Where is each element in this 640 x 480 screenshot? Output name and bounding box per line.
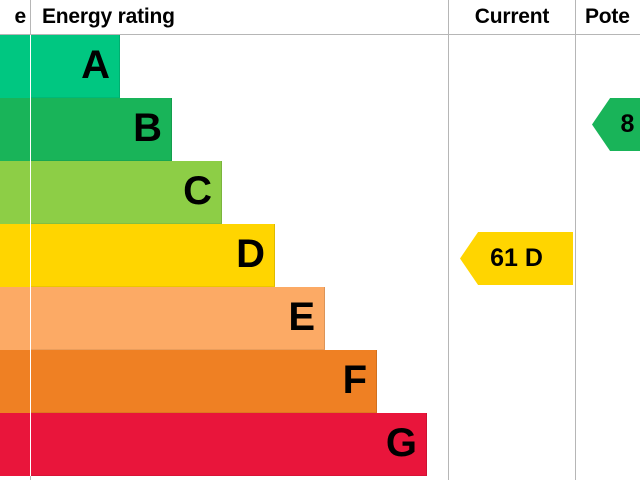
- band-score-range-g: [0, 413, 30, 476]
- band-score-range-f: 8: [0, 350, 30, 413]
- header-energy-rating-column: Energy rating: [42, 5, 175, 28]
- band-letter-f: F: [342, 358, 367, 403]
- column-divider-potential: [575, 0, 576, 480]
- chart-header-row: e Energy rating Current Pote: [0, 0, 640, 34]
- band-bar-f: F: [31, 350, 377, 413]
- column-divider-current: [448, 0, 449, 480]
- band-row-background: [377, 350, 448, 413]
- current-rating-arrow: 61 D: [460, 232, 573, 285]
- energy-band-row-g: G: [0, 413, 448, 476]
- band-score-range-d: 8: [0, 224, 30, 287]
- band-letter-b: B: [133, 106, 162, 151]
- band-bar-d: D: [31, 224, 275, 287]
- band-letter-e: E: [288, 295, 315, 340]
- band-row-background: [172, 98, 448, 161]
- header-score-column: e: [14, 5, 27, 28]
- band-letter-g: G: [385, 421, 417, 466]
- band-row-background: [222, 161, 448, 224]
- band-letter-d: D: [236, 232, 265, 277]
- energy-band-row-d: 8D: [0, 224, 448, 287]
- band-letter-c: C: [183, 169, 212, 214]
- band-score-range-e: 4: [0, 287, 30, 350]
- energy-band-list: A1B0C8D4E8FG: [0, 35, 640, 480]
- band-bar-c: C: [31, 161, 222, 224]
- band-bar-e: E: [31, 287, 325, 350]
- header-current-column: Current: [474, 5, 550, 28]
- band-score-range-c: 0: [0, 161, 30, 224]
- band-row-background: [427, 413, 448, 476]
- band-score-range-b: 1: [0, 98, 30, 161]
- band-row-background: [120, 35, 448, 98]
- header-potential-column: Pote: [585, 5, 630, 28]
- energy-band-row-c: 0C: [0, 161, 448, 224]
- energy-band-row-f: 8F: [0, 350, 448, 413]
- band-letter-a: A: [81, 43, 110, 88]
- energy-band-row-a: A: [0, 35, 448, 98]
- energy-band-row-e: 4E: [0, 287, 448, 350]
- header-divider-line: [0, 34, 640, 35]
- potential-rating-label: 8: [620, 110, 635, 138]
- band-row-background: [325, 287, 448, 350]
- current-rating-label: 61 D: [490, 244, 543, 272]
- band-row-background: [275, 224, 448, 287]
- band-bar-g: G: [31, 413, 427, 476]
- band-bar-b: B: [31, 98, 172, 161]
- band-bar-a: A: [31, 35, 120, 98]
- energy-band-row-b: 1B: [0, 98, 448, 161]
- band-score-range-a: [0, 35, 30, 98]
